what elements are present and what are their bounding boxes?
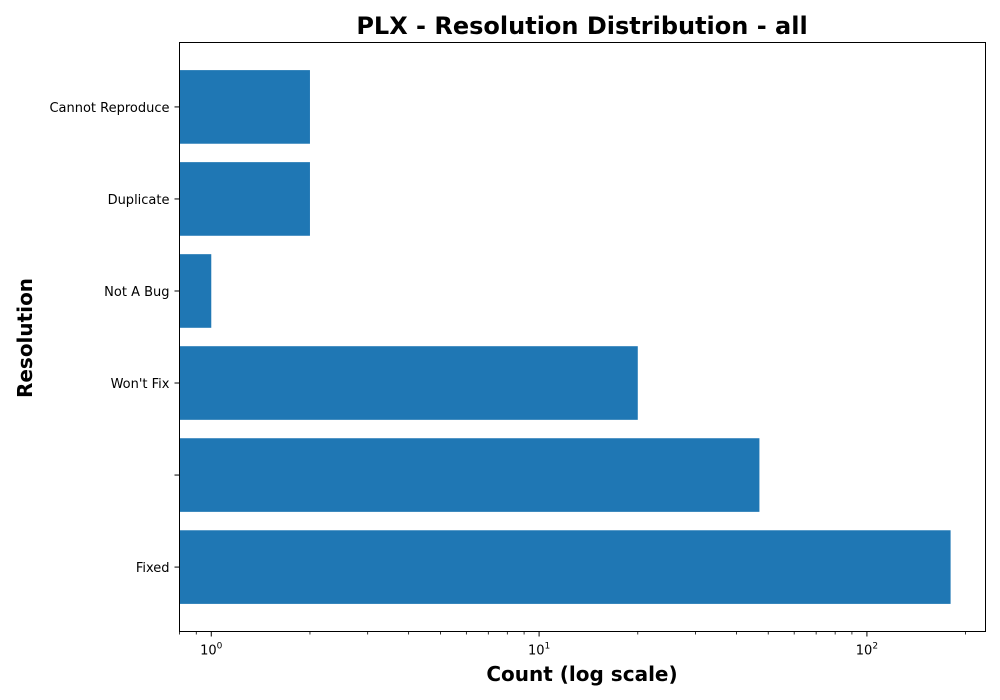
bar [179, 70, 310, 144]
x-tick-label: 100 [200, 642, 223, 659]
y-tick-label: Fixed [136, 561, 170, 576]
y-tick-label: Not A Bug [104, 285, 169, 300]
bar [179, 162, 310, 236]
chart-title: PLX - Resolution Distribution - all [356, 12, 807, 40]
bar [179, 530, 951, 604]
plot-frame [179, 42, 986, 632]
ticks-layer: Fixed Won't Fix Not A Bug Duplicate Cannot R… [49, 101, 967, 659]
y-tick-label: Duplicate [108, 193, 170, 208]
x-axis-label: Count (log scale) [486, 662, 677, 686]
bars-layer [179, 70, 951, 604]
y-axis-label: Resolution [13, 278, 37, 398]
bar [179, 438, 760, 512]
x-tick-label: 102 [856, 642, 878, 659]
y-tick-label: Cannot Reproduce [49, 101, 169, 116]
y-tick-label: Won't Fix [111, 377, 170, 392]
x-tick-label: 101 [528, 642, 550, 659]
bar [179, 346, 638, 420]
bar [179, 254, 212, 328]
